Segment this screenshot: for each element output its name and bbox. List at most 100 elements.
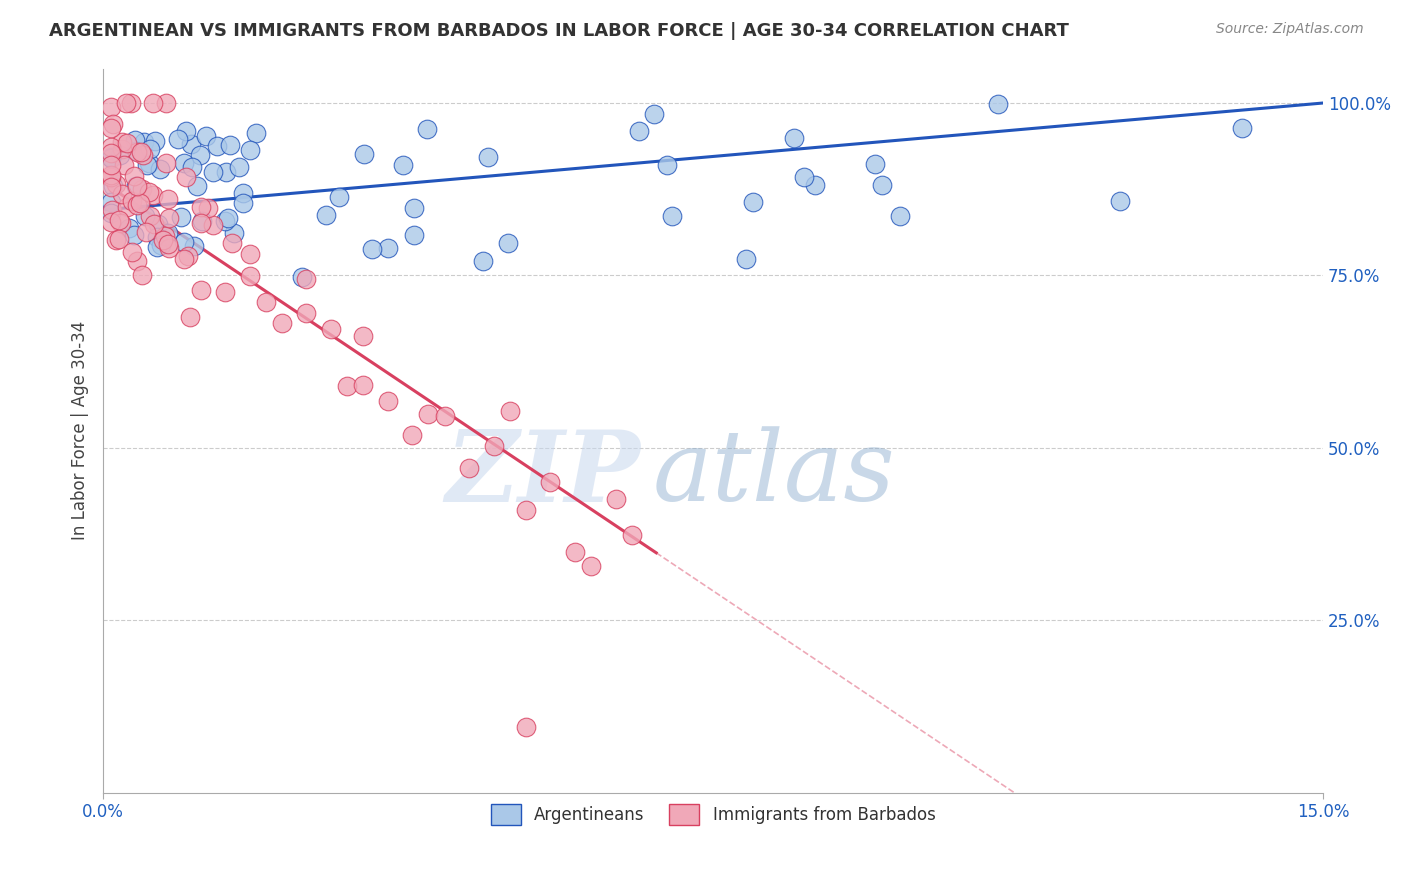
- Point: [173, 155, 195, 169]
- Point: [221, 235, 243, 250]
- Point: [186, 178, 208, 193]
- Point: [125, 145, 148, 160]
- Point: [190, 283, 212, 297]
- Point: [125, 144, 148, 158]
- Point: [157, 211, 180, 225]
- Point: [118, 220, 141, 235]
- Point: [124, 133, 146, 147]
- Point: [155, 96, 177, 111]
- Point: [142, 187, 165, 202]
- Point: [131, 147, 153, 161]
- Point: [402, 227, 425, 242]
- Point: [100, 194, 122, 209]
- Point: [142, 95, 165, 110]
- Point: [125, 179, 148, 194]
- Point: [254, 295, 277, 310]
- Point: [205, 138, 228, 153]
- Point: [418, 408, 440, 422]
- Point: [742, 194, 765, 209]
- Point: [174, 170, 197, 185]
- Point: [100, 100, 122, 114]
- Point: [222, 226, 245, 240]
- Point: [100, 140, 122, 154]
- Point: [138, 156, 160, 170]
- Point: [181, 160, 204, 174]
- Point: [129, 145, 152, 160]
- Point: [239, 143, 262, 157]
- Point: [100, 203, 122, 218]
- Point: [121, 244, 143, 259]
- Point: [291, 269, 314, 284]
- Text: Source: ZipAtlas.com: Source: ZipAtlas.com: [1216, 22, 1364, 37]
- Point: [661, 209, 683, 223]
- Point: [101, 117, 124, 131]
- Point: [112, 158, 135, 172]
- Point: [458, 461, 481, 475]
- Point: [190, 216, 212, 230]
- Point: [655, 158, 678, 172]
- Point: [167, 131, 190, 145]
- Point: [295, 306, 318, 320]
- Point: [360, 242, 382, 256]
- Point: [100, 146, 122, 161]
- Point: [157, 226, 180, 240]
- Point: [127, 198, 149, 212]
- Point: [111, 186, 134, 201]
- Point: [865, 157, 887, 171]
- Point: [197, 202, 219, 216]
- Point: [179, 310, 201, 324]
- Point: [605, 492, 627, 507]
- Point: [870, 178, 893, 192]
- Point: [100, 150, 122, 164]
- Point: [433, 409, 456, 424]
- Point: [564, 545, 586, 559]
- Point: [540, 475, 562, 490]
- Point: [219, 138, 242, 153]
- Point: [142, 217, 165, 231]
- Point: [121, 194, 143, 208]
- Point: [482, 439, 505, 453]
- Point: [139, 142, 162, 156]
- Point: [152, 233, 174, 247]
- Point: [404, 201, 426, 215]
- Point: [135, 225, 157, 239]
- Point: [131, 268, 153, 282]
- Point: [231, 195, 253, 210]
- Point: [271, 316, 294, 330]
- Point: [202, 218, 225, 232]
- Point: [499, 404, 522, 418]
- Point: [174, 124, 197, 138]
- Point: [477, 151, 499, 165]
- Point: [108, 213, 131, 227]
- Point: [100, 215, 122, 229]
- Point: [155, 156, 177, 170]
- Point: [392, 158, 415, 172]
- Point: [1230, 121, 1253, 136]
- Point: [122, 228, 145, 243]
- Point: [146, 240, 169, 254]
- Point: [131, 182, 153, 196]
- Point: [793, 169, 815, 184]
- Point: [134, 209, 156, 223]
- Point: [110, 216, 132, 230]
- Point: [232, 186, 254, 200]
- Y-axis label: In Labor Force | Age 30-34: In Labor Force | Age 30-34: [72, 321, 89, 541]
- Point: [515, 502, 537, 516]
- Point: [416, 121, 439, 136]
- Point: [328, 190, 350, 204]
- Point: [146, 230, 169, 244]
- Point: [315, 208, 337, 222]
- Point: [173, 235, 195, 249]
- Point: [149, 162, 172, 177]
- Point: [238, 247, 260, 261]
- Point: [115, 136, 138, 151]
- Legend: Argentineans, Immigrants from Barbados: Argentineans, Immigrants from Barbados: [481, 794, 946, 835]
- Point: [643, 107, 665, 121]
- Point: [157, 236, 180, 251]
- Point: [401, 428, 423, 442]
- Point: [353, 147, 375, 161]
- Point: [734, 252, 756, 267]
- Point: [336, 379, 359, 393]
- Point: [1108, 194, 1130, 209]
- Point: [496, 236, 519, 251]
